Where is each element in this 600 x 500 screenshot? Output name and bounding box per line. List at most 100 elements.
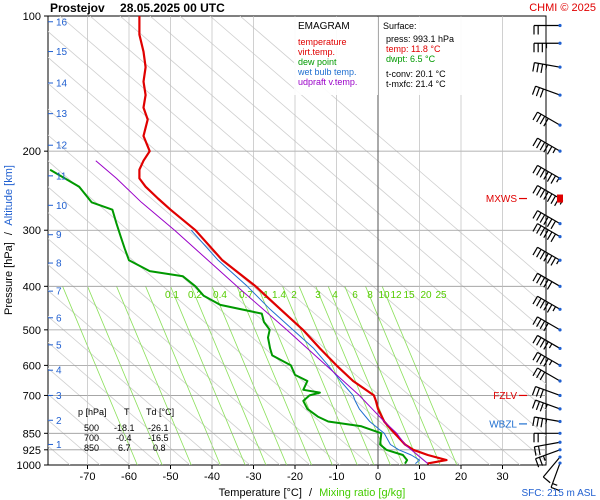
wind-barb: [533, 440, 562, 456]
wind-barb-feather: [533, 446, 537, 456]
y-axis-ticks: 100 200 300 400 500 600 700 850 925 1000: [17, 11, 48, 472]
mixing-ratio-label: 20: [420, 290, 432, 301]
max-wind-highlight: [557, 194, 563, 203]
table-row-500-p: 500: [84, 423, 99, 433]
wind-barb-dot: [558, 448, 562, 452]
profile-series: [49, 16, 448, 465]
wind-barb-feather: [539, 320, 546, 330]
wind-barb: [531, 399, 562, 412]
wind-barb: [532, 416, 562, 428]
wind-barb-feather: [532, 111, 539, 121]
altitude-tick-label: 12: [56, 141, 68, 152]
wind-barb-dot: [558, 235, 562, 239]
wind-barb-dot: [558, 440, 562, 444]
marker-label-wbzl: WBZL: [489, 419, 517, 430]
pressure-grid-lines: [48, 150, 546, 451]
y-tick-label: 1000: [17, 460, 41, 472]
wind-barb-half-feather: [545, 404, 548, 410]
wind-barb-half-feather: [552, 306, 557, 312]
surface-tconv: t-conv: 20.1 °C: [386, 69, 446, 79]
wind-barb: [532, 351, 562, 367]
surface-dewpoint: dwpt: 6.5 °C: [386, 54, 436, 64]
legend-item-wet-bulb: wet bulb temp.: [297, 67, 357, 77]
dry-adiabat-line: [48, 290, 251, 465]
wind-barb-feather: [546, 231, 553, 241]
wind-barb-feather: [536, 212, 542, 221]
wind-barbs: [531, 23, 564, 492]
mixing-ratio-label: 6: [352, 290, 358, 301]
wind-barb: [532, 334, 562, 351]
wind-barb-feather: [550, 257, 557, 266]
wind-barb: [532, 295, 562, 313]
dry-adiabat-line: [48, 341, 191, 465]
wind-barb: [532, 246, 562, 266]
wind-barb-feather: [532, 352, 539, 361]
wind-barb-feather: [546, 304, 553, 313]
y-tick-label: 100: [23, 11, 41, 23]
surface-temp: temp: 11.8 °C: [386, 44, 441, 54]
dry-adiabat-line: [149, 16, 546, 359]
dry-adiabat-line: [89, 16, 546, 411]
table-header-p: p [hPa]: [78, 407, 107, 417]
y-axis-label: Pressure [hPa]: [3, 242, 15, 315]
table-row-850-p: 850: [84, 443, 99, 453]
mixing-ratio-line: [87, 286, 163, 465]
x-axis-label: Temperature [°C]: [219, 487, 302, 499]
altitude-tick-label: 5: [56, 340, 62, 351]
y-tick-label: 700: [23, 390, 41, 402]
wind-barb-feather: [550, 175, 557, 184]
mixing-ratio-line: [211, 286, 288, 465]
wind-barb-feather: [543, 216, 549, 225]
mixing-ratio-label: 4: [332, 290, 338, 301]
wind-barb-dot: [558, 222, 562, 226]
wind-barb-feather: [550, 195, 557, 205]
wind-barb-dot: [558, 93, 562, 97]
wind-barb-feather: [536, 275, 542, 284]
wind-barb: [532, 164, 562, 184]
wind-barb-feather: [550, 220, 557, 230]
wind-barb: [532, 111, 562, 127]
y-tick-label: 850: [23, 428, 41, 440]
station-title: Prostejov 28.05.2025 00 UTC: [50, 1, 225, 15]
wind-barb-feather: [532, 137, 539, 147]
mixing-ratio-label: 0.7: [239, 290, 253, 301]
dry-adiabat-line: [48, 264, 281, 465]
table-header-t: T: [124, 407, 130, 417]
altitude-tick-label: 4: [56, 366, 62, 377]
wind-barb-staff: [535, 449, 561, 460]
dry-adiabat-line: [48, 56, 521, 465]
wind-barb-dot: [558, 23, 562, 28]
wind-barb-feather: [543, 191, 549, 200]
x-tick-label: -40: [204, 471, 220, 483]
altitude-tick-label: 3: [56, 391, 62, 402]
dry-adiabat-line: [119, 16, 546, 385]
wind-barb-feather: [543, 341, 549, 350]
wind-barb-staff: [534, 441, 561, 448]
wind-barb-feather: [532, 316, 539, 325]
wind-barb-feather: [546, 193, 553, 202]
mixing-ratio-label: 0.1: [165, 290, 179, 301]
wind-barb-feather: [536, 139, 542, 149]
mixing-ratio-line: [145, 286, 221, 465]
mixing-ratio-label: 1.4: [272, 290, 286, 301]
dry-adiabat-line: [48, 238, 311, 465]
wind-barb-staff: [534, 62, 561, 68]
wind-barb-feather: [539, 339, 546, 348]
levels-table: p [hPa] T Td [°C] 500 -18.1 -26.1 700 -0…: [78, 407, 174, 453]
wind-barb-feather: [550, 486, 560, 492]
mixing-ratio-label: 25: [435, 290, 447, 301]
wind-barb-feather: [532, 185, 539, 194]
wind-barb: [532, 316, 562, 332]
y-tick-label: 300: [23, 225, 41, 237]
wind-barb-feather: [536, 298, 542, 307]
altitude-tick-label: 2: [56, 416, 62, 427]
x-tick-label: -50: [163, 471, 179, 483]
series-dew-point: [49, 168, 409, 465]
y-tick-label: 600: [23, 360, 41, 372]
table-row-500-t: -18.1: [114, 423, 135, 433]
wind-barb-feather: [539, 251, 546, 260]
wind-barb-dot: [558, 393, 562, 398]
y-tick-label: 500: [23, 325, 41, 337]
wind-barb: [533, 23, 562, 35]
mixing-ratio-line: [327, 286, 404, 465]
